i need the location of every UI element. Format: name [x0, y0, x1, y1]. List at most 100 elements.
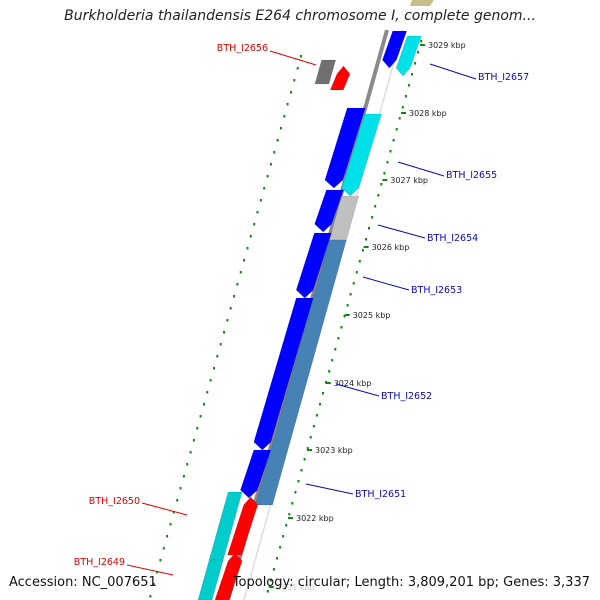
tick-dot [355, 271, 358, 274]
tick-dot [290, 91, 292, 94]
gene-bth-i2657-b[interactable] [395, 35, 422, 77]
tick-dot [386, 161, 389, 164]
tick-dot [159, 559, 162, 562]
tick-dot [253, 223, 256, 226]
gene-bth-i2651-b[interactable] [255, 239, 347, 506]
tick-dot [276, 557, 278, 560]
tick-dot [166, 535, 169, 538]
gene-bth-i2652[interactable] [253, 297, 314, 451]
gene-bth-i2651-a[interactable] [240, 449, 272, 499]
gene-bth-i2656[interactable] [329, 65, 351, 91]
gene-bth-i2655-a[interactable] [324, 107, 366, 189]
gene-label[interactable]: BTH_I2651 [355, 489, 406, 500]
scale-label: 3024 kbp [334, 379, 372, 388]
tick-dot [365, 238, 367, 241]
tick-dot [266, 175, 269, 178]
gene-label[interactable]: BTH_I2653 [411, 285, 462, 296]
tick-dot [236, 283, 239, 286]
gene-label[interactable]: BTH_I2652 [381, 391, 432, 402]
tick-dot [392, 139, 395, 142]
gene-labels[interactable]: BTH_I2656 BTH_I2657 BTH_I2655 BTH_I2654 BTH_… [74, 43, 529, 576]
scale-labels: 3029 kbp 3028 kbp 3027 kbp 3026 kbp 3025 kbp… [268, 41, 466, 592]
scale-label: 3028 kbp [409, 109, 447, 118]
tick-dot [243, 259, 246, 262]
scale-label: 3021 kbp [277, 583, 315, 592]
tick-dot [346, 304, 349, 307]
tick-dot [297, 480, 300, 483]
gene-bth-i2653[interactable] [295, 232, 332, 299]
tick-dot [340, 326, 343, 329]
tick-dot [368, 227, 370, 230]
sequence-info: Topology: circular; Length: 3,809,201 bp… [232, 575, 590, 590]
tick-dot [223, 331, 225, 334]
tick-dot [303, 458, 306, 461]
genes-label: Genes: [503, 575, 549, 590]
tick-dot [269, 579, 272, 582]
tick-dot [226, 319, 229, 322]
gene-label-leader [141, 502, 188, 516]
gene-bth-i2649-a[interactable] [197, 559, 224, 600]
gene-label-leader [305, 483, 354, 495]
tick-dot [300, 469, 303, 472]
gene-bth-i2649-b[interactable] [214, 552, 243, 600]
gene-bth-i2656-grey[interactable] [314, 59, 337, 85]
map-title: Burkholderia thailandensis E264 chromoso… [64, 8, 536, 24]
tick-dot [383, 172, 386, 175]
genes-value: 3,337 [552, 575, 590, 590]
accession-info: Accession: NC_007651 [9, 575, 157, 590]
gene-bth-i2655-b[interactable] [341, 113, 382, 197]
scale-label: 3026 kbp [372, 243, 410, 252]
tick-dot [169, 523, 172, 526]
tick-dot [196, 427, 199, 430]
tick-dot [374, 205, 377, 208]
gene-partial-top [410, 0, 434, 6]
gene-label-leader [269, 50, 317, 66]
tick-dot [266, 590, 269, 593]
tick-dot [343, 315, 346, 318]
tick-dot [186, 463, 189, 466]
tick-dot [263, 187, 266, 190]
tick-dot [179, 487, 182, 490]
topology-label: Topology: [232, 575, 294, 590]
length-value: 3,809,201 bp [407, 575, 495, 590]
tick-dot [361, 249, 364, 252]
tick-dot [337, 337, 340, 340]
gene-label[interactable]: BTH_I2657 [478, 72, 529, 83]
tick-dot [377, 194, 380, 197]
tick-dot [352, 282, 355, 285]
gene-bth-i2657-a[interactable] [382, 30, 408, 69]
tick-dot [189, 451, 192, 454]
tick-dot [300, 55, 302, 58]
tick-dot [219, 343, 222, 346]
gene-bth-i2650-b[interactable] [227, 496, 259, 556]
tick-dot [162, 547, 165, 550]
tick-dot [286, 103, 289, 106]
gene-label[interactable]: BTH_I2654 [427, 233, 478, 244]
tick-dot [149, 595, 152, 598]
gene-label-leader [429, 63, 477, 80]
tick-dot [283, 115, 286, 118]
gene-label[interactable]: BTH_I2656 [217, 43, 268, 54]
gene-bth-i2654-a[interactable] [314, 189, 344, 233]
tick-dot [256, 211, 259, 214]
tick-dot [312, 425, 315, 428]
gene-label[interactable]: BTH_I2650 [89, 496, 140, 507]
tick-dot [288, 513, 291, 516]
tick-dot [259, 199, 262, 202]
tick-dot [209, 379, 212, 382]
tick-dot [315, 414, 318, 417]
tick-dot [199, 415, 202, 418]
tick-dot [192, 439, 195, 442]
tick-dot [152, 583, 155, 586]
tick-dot [233, 295, 236, 298]
gene-label[interactable]: BTH_I2655 [446, 170, 497, 181]
tick-dot [273, 151, 276, 154]
gene-label[interactable]: BTH_I2649 [74, 557, 125, 568]
tick-dot [272, 568, 275, 571]
tick-dot [395, 128, 398, 131]
tick-dot [176, 499, 179, 502]
gene-label-leader [397, 161, 445, 177]
tick-dot [294, 491, 297, 494]
scale-label: 3022 kbp [296, 514, 334, 523]
